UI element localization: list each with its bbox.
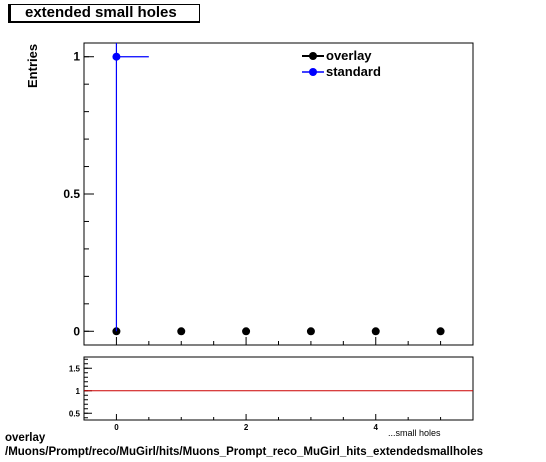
ratio-y-tick-label: 0.5 bbox=[69, 409, 81, 418]
ratio-y-tick-label: 1 bbox=[76, 387, 81, 396]
main-y-tick-label: 0 bbox=[73, 324, 80, 338]
overlay-data-point bbox=[242, 327, 251, 336]
overlay-data-point bbox=[436, 327, 445, 336]
legend: overlay standard bbox=[302, 48, 381, 79]
main-y-tick-label: 1 bbox=[73, 50, 80, 64]
overlay-data-point bbox=[177, 327, 186, 336]
ratio-x-tick-label: 0 bbox=[114, 423, 119, 432]
caption-line-2: /Muons/Prompt/reco/MuGirl/hits/Muons_Pro… bbox=[5, 446, 483, 458]
legend-standard-label: standard bbox=[326, 64, 381, 79]
main-y-tick-label: 0.5 bbox=[63, 187, 80, 201]
legend-standard-marker bbox=[309, 68, 317, 76]
ratio-x-tick-label: 4 bbox=[374, 423, 379, 432]
ratio-y-tick-label: 1.5 bbox=[69, 364, 81, 373]
ratio-x-tick-label: 2 bbox=[244, 423, 249, 432]
caption-line-1: overlay bbox=[5, 432, 46, 444]
standard-data-point bbox=[112, 52, 121, 61]
legend-overlay-label: overlay bbox=[326, 48, 372, 63]
y-axis-label: Entries bbox=[25, 44, 40, 88]
overlay-data-point bbox=[306, 327, 315, 336]
legend-overlay-marker bbox=[309, 52, 317, 60]
ratio-plot-frame bbox=[83, 356, 474, 421]
chart-title: extended small holes bbox=[8, 4, 200, 23]
overlay-data-point bbox=[371, 327, 380, 336]
main-plot-frame bbox=[83, 42, 474, 346]
ratio-x-axis-label-fragment: ...small holes bbox=[388, 428, 441, 438]
